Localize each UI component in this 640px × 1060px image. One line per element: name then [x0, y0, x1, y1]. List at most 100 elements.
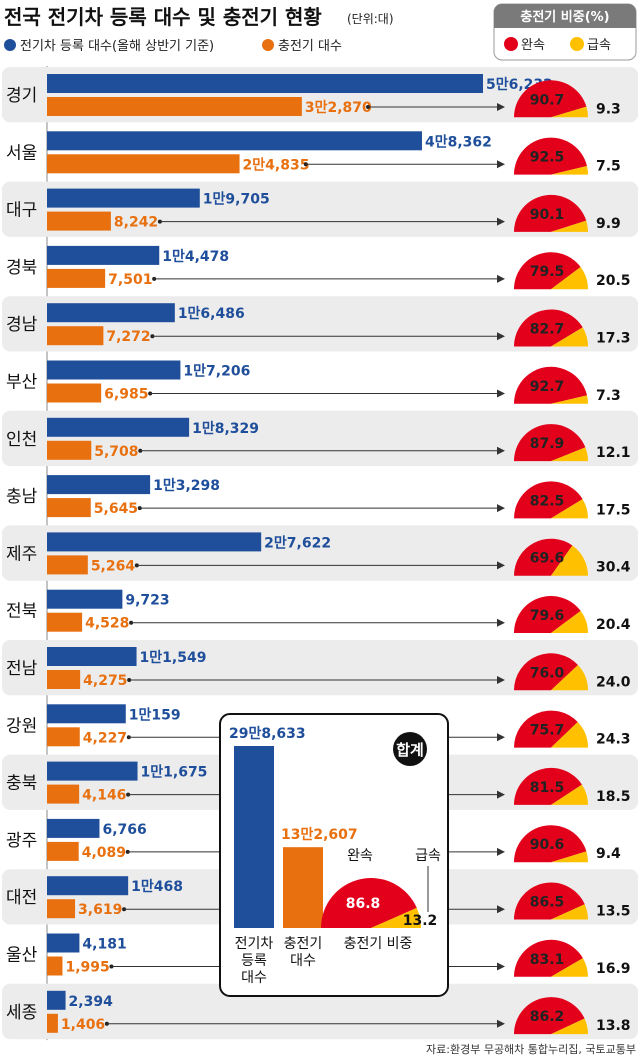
ratio-fast-sector: [551, 499, 588, 519]
fast-pct-label: 7.5: [596, 159, 621, 175]
charger-value-label: 4,089: [82, 845, 126, 861]
fast-pct-label: 24.0: [596, 674, 631, 690]
charger-bar: [47, 1013, 58, 1033]
charger-value-label: 7,272: [106, 329, 150, 345]
ev-value-label: 2만7,622: [264, 535, 331, 551]
region-label: 충남: [6, 487, 38, 507]
ratio-fast-sector: [551, 545, 588, 576]
charger-bar: [47, 154, 240, 174]
charger-value-label: 4,146: [82, 788, 126, 804]
ev-bar: [47, 589, 123, 609]
region-label: 강원: [6, 716, 37, 736]
charger-bar: [47, 670, 81, 689]
ev-bar: [47, 74, 483, 93]
ratio-fast-sector: [551, 904, 588, 920]
ratio-legend-fast-label: 급속: [587, 38, 611, 53]
ev-bar: [47, 876, 129, 896]
connector-arrow: [497, 389, 505, 398]
ev-bar: [47, 131, 422, 151]
total-badge-label: 합계: [396, 741, 424, 759]
ev-bar: [47, 475, 151, 495]
slow-pct-label: 82.5: [530, 493, 565, 509]
fast-pct-label: 9.4: [596, 846, 621, 862]
ratio-slow-sector: [514, 194, 587, 232]
charger-value-label: 5,645: [94, 501, 138, 517]
ratio-slow-sector: [514, 767, 582, 805]
connector-arrow: [497, 618, 505, 627]
region-label: 울산: [6, 946, 38, 966]
ratio-legend: 충전기 비중(%) 완속 급속: [493, 3, 637, 61]
charger-value-label: 6,985: [104, 387, 148, 403]
fast-pct-label: 30.4: [596, 560, 631, 576]
ratio-fast-sector: [551, 165, 588, 175]
charger-value-label: 7,501: [108, 272, 152, 288]
charger-value-label: 3만2,870: [305, 100, 372, 116]
fast-pct-label: 9.9: [596, 216, 621, 232]
total-badge: [393, 732, 427, 766]
ratio-slow-sector: [514, 710, 578, 748]
ratio-slow-sector: [514, 596, 581, 633]
ev-value-label: 1만4,478: [162, 249, 229, 265]
region-row: 울산 4,181 1,995 83.1 16.9: [6, 933, 631, 977]
slow-pct-label: 87.9: [530, 436, 565, 452]
ratio-fast-sector: [551, 958, 588, 977]
connector-arrow: [497, 733, 505, 742]
region-label: 전남: [6, 659, 38, 679]
charger-bar: [47, 97, 302, 116]
charger-bar: [47, 841, 79, 861]
ev-value-label: 2,394: [69, 994, 114, 1010]
connector-arrow: [497, 160, 505, 169]
total-charger-caption: 대수: [290, 953, 316, 969]
region-row: 전북 9,723 4,528 79.6 20.4: [6, 589, 631, 633]
region-row: 광주 6,766 4,089 90.6 9.4: [6, 818, 621, 863]
ev-bar: [47, 933, 80, 953]
region-row: 경남 1만6,486 7,272 82.7 17.3: [2, 296, 638, 352]
charger-bar: [47, 727, 80, 747]
legend-charger-label: 충전기 대수: [278, 39, 342, 54]
source-note: 자료:환경부 무공해차 통합누리집, 국토교통부: [426, 1042, 636, 1056]
legend: 전기차 등록 대수(올해 상반기 기준) 충전기 대수: [4, 39, 342, 54]
ev-value-label: 4,181: [82, 937, 126, 953]
ratio-legend-fast-swatch: [570, 37, 584, 51]
ev-value-label: 1만1,549: [140, 650, 207, 666]
slow-pct-label: 90.7: [530, 92, 565, 108]
row-background: [2, 640, 638, 696]
region-label: 경남: [6, 315, 38, 335]
total-ev-label: 29만8,633: [229, 726, 306, 742]
ev-value-label: 6,766: [102, 822, 146, 838]
ev-value-label: 1만9,705: [203, 192, 270, 208]
charger-bar: [47, 383, 102, 403]
total-charger-caption: 충전기: [284, 936, 323, 952]
charger-bar: [47, 211, 111, 231]
ratio-legend-slow-label: 완속: [521, 38, 545, 53]
charger-bar: [47, 498, 91, 518]
slow-pct-label: 69.6: [530, 551, 565, 567]
fast-pct-label: 18.5: [596, 789, 631, 805]
charger-bar: [47, 956, 63, 976]
legend-ev-swatch: [4, 39, 16, 51]
slow-pct-label: 79.5: [530, 264, 565, 280]
ratio-fast-sector: [551, 851, 588, 863]
slow-pct-label: 92.5: [530, 150, 565, 166]
region-row: 인천 1만8,329 5,708 87.9 12.1: [2, 410, 638, 467]
slow-pct-label: 86.5: [530, 895, 565, 911]
fast-pct-label: 20.4: [596, 617, 631, 633]
connector-arrow: [497, 446, 505, 455]
charger-bar: [47, 784, 80, 804]
total-ev-caption: 등록: [241, 953, 267, 969]
charger-bar: [47, 268, 106, 288]
ev-bar: [47, 417, 190, 437]
charger-bar: [47, 440, 92, 460]
total-ev-caption: 대수: [241, 970, 267, 986]
charger-value-label: 3,619: [78, 902, 122, 918]
fast-pct-label: 17.5: [596, 502, 631, 518]
region-label: 부산: [6, 373, 38, 393]
ev-bar: [47, 761, 138, 781]
slow-pct-label: 79.6: [530, 608, 565, 624]
charger-value-label: 2만4,835: [243, 157, 310, 173]
connector-arrow: [497, 103, 505, 111]
ratio-fast-sector: [551, 220, 588, 232]
region-row: 세종 2,394 1,406 86.2 13.8: [2, 983, 638, 1040]
ev-value-label: 1만468: [131, 879, 183, 895]
